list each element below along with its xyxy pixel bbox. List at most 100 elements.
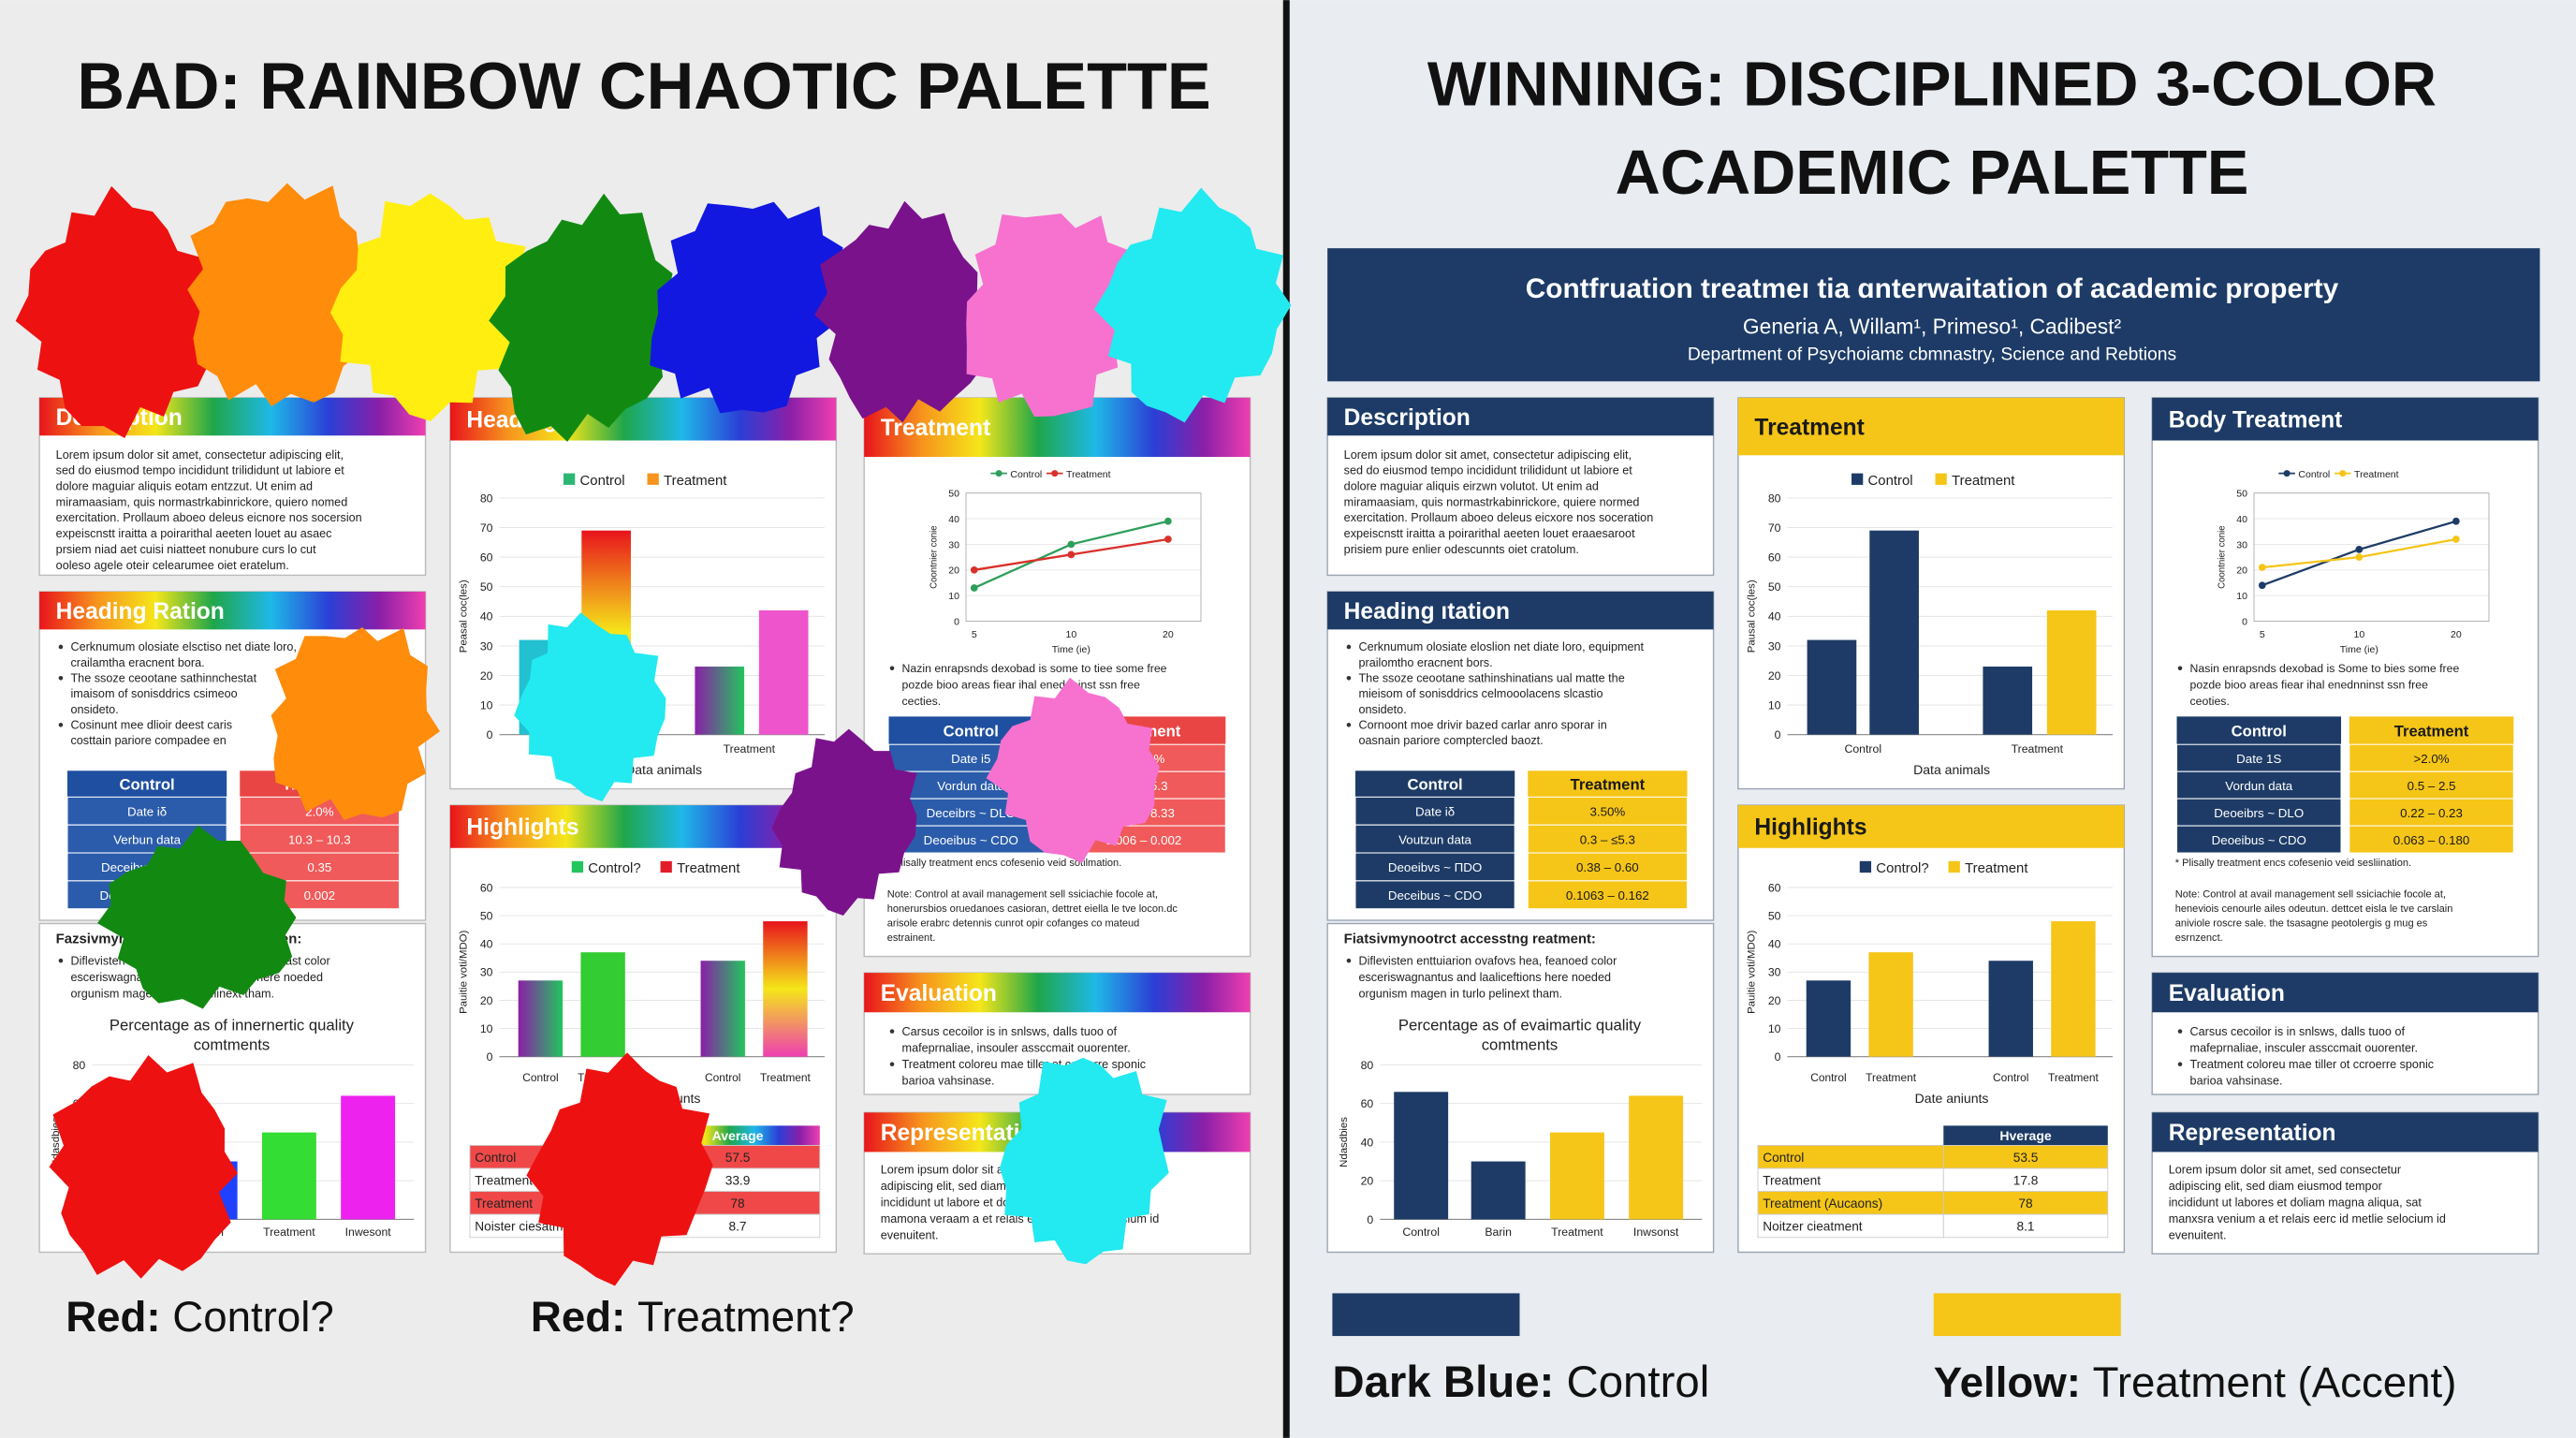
legend-label: Treatment <box>1965 861 2028 876</box>
caption-strong: Red: <box>66 1293 160 1341</box>
x-axis-label: Time (ie) <box>2340 644 2378 655</box>
body-text: Note: Control at avail management sell s… <box>2175 888 2446 900</box>
bullet-text: orgunism magen in turlo pelinext tham. <box>1358 987 1562 1000</box>
y-tick-label: 0 <box>487 1050 493 1064</box>
x-tick-label: 5 <box>972 629 977 640</box>
body-text: Note: Control at avail management sell s… <box>887 888 1158 900</box>
y-tick-label: 40 <box>480 610 493 624</box>
body-text: Lorem ipsum dolor sit amet, sed consecte… <box>2169 1163 2401 1176</box>
x-tick-label: Treatment <box>2048 1071 2100 1084</box>
panel-heading: Highlights <box>466 815 578 841</box>
point <box>1164 517 1172 525</box>
table-cell <box>1942 1191 2109 1215</box>
chart-title: comtments <box>1482 1036 1558 1054</box>
table-text: 3.50% <box>1589 805 1625 819</box>
title-rest: RAINBOW CHAOTIC PALETTE <box>259 49 1210 123</box>
y-tick-label: 30 <box>480 639 493 653</box>
plot-frame <box>2253 492 2490 623</box>
y-tick-label: 0 <box>1775 1050 1781 1064</box>
x-tick-label: Treatment <box>724 742 776 756</box>
bullet-text: mafeprnaliae, insouler assccmait ouorent… <box>902 1041 1131 1054</box>
y-tick-label: 50 <box>1768 580 1781 594</box>
y-tick-label: 40 <box>1361 1136 1374 1149</box>
table-text: Vordun data <box>2225 779 2292 793</box>
table-text: 0.22 – 0.23 <box>2400 806 2463 820</box>
bar <box>758 609 809 735</box>
table-cell <box>1354 796 1515 826</box>
legend-swatch <box>1852 473 1864 485</box>
y-tick-label: 20 <box>948 565 959 577</box>
x-tick-label: Inwesont <box>345 1225 392 1239</box>
y-tick-label: 30 <box>1768 639 1781 653</box>
legend-marker <box>2339 470 2347 477</box>
panel-header <box>39 591 426 630</box>
body-text: exercitation. Prollaum aboeo deleus eicx… <box>1344 511 1654 524</box>
bullet-text: costtain pariore compadee en <box>70 734 226 747</box>
paint-blob <box>1000 1057 1169 1265</box>
bullet-text: onsideto. <box>70 703 118 716</box>
table-text: 17.8 <box>2013 1174 2039 1188</box>
y-tick-label: 0 <box>954 616 959 627</box>
y-tick-label: 40 <box>1768 938 1781 951</box>
table-header: Treatment <box>1571 775 1646 793</box>
y-tick-label: 40 <box>2236 514 2247 525</box>
y-tick-label: 80 <box>73 1059 86 1072</box>
table-cell <box>2175 770 2342 800</box>
left-title: BAD: RAINBOW CHAOTIC PALETTE <box>77 49 1210 123</box>
table-cell <box>2349 798 2514 827</box>
legend-swatch <box>1935 473 1947 485</box>
x-tick-label: 10 <box>2353 629 2364 640</box>
y-tick-label: 20 <box>480 994 493 1007</box>
paint-blob <box>1093 187 1292 423</box>
bar <box>1394 1092 1449 1220</box>
paint-blob <box>650 201 843 414</box>
right-title: WINNING: DISCIPLINED 3-COLOR <box>1427 50 2437 119</box>
table-text: 0.002 <box>304 888 335 902</box>
panel <box>863 397 1251 958</box>
legend-label: Treatment <box>2354 469 2399 480</box>
legend-label: Control? <box>1876 861 1928 876</box>
paint-blob <box>489 193 687 442</box>
table-cell <box>1942 1145 2109 1169</box>
bullet <box>58 723 64 727</box>
point <box>2355 553 2364 561</box>
y-tick-label: 30 <box>2236 539 2247 550</box>
panel-heading: Treatment <box>1754 415 1864 440</box>
bar <box>695 667 745 735</box>
x-axis-label: Time (ie) <box>1052 644 1090 655</box>
bullet <box>889 1029 895 1034</box>
panel-header <box>2152 397 2539 441</box>
table-text: Date 1S <box>2236 752 2281 766</box>
chart-title: Percentage as of evaimartic quality <box>1398 1017 1642 1034</box>
point <box>1067 550 1076 559</box>
y-tick-label: 50 <box>2236 489 2247 500</box>
bar <box>1806 980 1852 1057</box>
caption: Red: Control? <box>66 1293 334 1341</box>
x-tick-label: Control <box>1402 1225 1440 1239</box>
paint-blob <box>96 825 297 1009</box>
legend-swatch <box>1948 860 1960 873</box>
panel-header <box>2152 1112 2539 1152</box>
table-cell <box>2349 825 2514 854</box>
bullet-text: mafeprnaliae, insculer assccmait ouorent… <box>2190 1041 2419 1054</box>
table-text: 10.3 – 10.3 <box>288 832 351 846</box>
y-tick-label: 20 <box>480 669 493 682</box>
paint-blob <box>526 1052 713 1286</box>
x-tick-label: Barin <box>1485 1225 1512 1239</box>
table-cell <box>887 825 1054 854</box>
body-text: miramaasiam, quis normastrkabinrickore, … <box>56 495 348 508</box>
bar <box>341 1095 396 1220</box>
body-text: heneviois cenourle ailes odeutun. dettce… <box>2175 903 2453 915</box>
point <box>970 565 978 574</box>
bullet-text: Cerknumum olosiate elsctiso net diate lo… <box>70 640 296 653</box>
bar <box>1983 667 2033 735</box>
legend-marker <box>1051 470 1059 477</box>
table-text: Control <box>475 1151 516 1165</box>
caption: Red: Treatment? <box>531 1293 855 1341</box>
table-cell <box>1757 1167 1944 1193</box>
table-cell <box>1757 1145 1944 1169</box>
legend-swatch <box>1859 860 1872 873</box>
x-tick-label: Treatment <box>2012 742 2064 756</box>
palette-legend: Dark Blue: Control <box>1332 1357 1709 1407</box>
table-cell <box>1354 880 1515 910</box>
